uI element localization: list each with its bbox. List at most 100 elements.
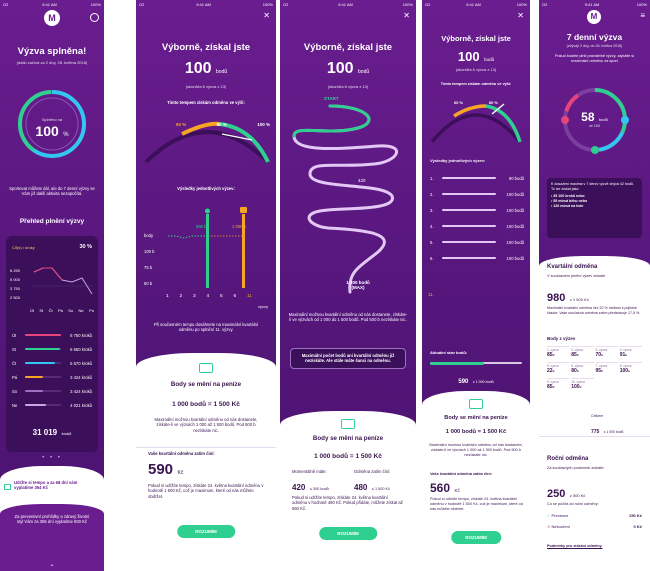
wallet-icon: [4, 484, 11, 490]
understand-button[interactable]: ROZUMÍM: [451, 531, 501, 544]
yearly-subtitle: Za současných podmínek získáte:: [547, 466, 605, 470]
challenge-cell-label: 5. výzva: [547, 364, 559, 368]
challenge-cell-unit: b: [552, 369, 555, 373]
challenge-cell[interactable]: 10. výzva 100b: [571, 378, 594, 390]
conditions-link[interactable]: Podmínky pro získání odměny.: [547, 544, 603, 548]
challenge-cell[interactable]: 6. výzva 80b: [571, 362, 594, 374]
challenge-number: 5.: [430, 239, 434, 245]
daily-steps-row[interactable]: Čt 5 570 kroků: [12, 356, 92, 370]
challenge-cell-label: 3. výzva: [595, 348, 608, 352]
challenge-cell[interactable]: 2. výzva 85b: [571, 346, 594, 358]
steps-value: 4 021 kroků: [70, 402, 92, 408]
points-ring: [561, 88, 629, 154]
close-icon[interactable]: ✕: [517, 11, 524, 20]
challenge-cell-unit: b: [576, 369, 579, 373]
card-title: Body se mění na peníze: [312, 435, 384, 442]
conversion-note: Maximální možnou kvartální odměnu od nás…: [154, 417, 258, 433]
result-bar-track: [442, 225, 496, 227]
understand-button[interactable]: ROZUMÍM: [319, 527, 377, 540]
day-label: Čt: [12, 360, 17, 366]
x-tick-label: 11: [247, 294, 252, 299]
daily-steps-row[interactable]: Út 6 750 kroků: [12, 328, 92, 342]
challenge-cell[interactable]: 4. výzva 91b: [619, 346, 642, 358]
result-bar-track: [442, 193, 496, 195]
daily-steps-row[interactable]: Ne 4 021 kroků: [12, 398, 92, 412]
day-label: So: [68, 308, 74, 313]
steps-bar-fill: [25, 390, 44, 392]
steps-bar-track: [25, 348, 61, 350]
day-label: Út: [30, 308, 34, 313]
challenge-result-row[interactable]: 2. 100 bodů: [430, 186, 524, 202]
yearly-question: Co se počítá do roční odměny:: [547, 502, 599, 506]
daily-steps-row[interactable]: Pá 3 424 kroků: [12, 370, 92, 384]
daily-steps-row[interactable]: So 3 424 kroků: [12, 384, 92, 398]
gauge-label: 60 %: [454, 100, 464, 105]
challenge-grid: 1. výzva 85b 2. výzva 85b 3. výzva 70b 4. výzv…: [547, 346, 642, 390]
challenge-cell-points: 70: [595, 352, 602, 358]
challenge-progress: (skončila 6 výzva z 13): [455, 67, 497, 72]
current-points-label: Momentálně máte:: [292, 469, 327, 474]
challenge-cell[interactable]: 5. výzva 22b: [547, 362, 570, 374]
card-title: Body se mění na peníze: [444, 415, 508, 421]
challenge-result-row[interactable]: 1. 90 bodů: [430, 170, 524, 186]
challenge-results-list: 1. 90 bodů 2. 100 bodů 3. 100 bodů 4. 100 bodů 5…: [430, 170, 524, 266]
understand-button[interactable]: ROZUMÍM: [177, 525, 235, 538]
gear-icon[interactable]: [90, 13, 99, 22]
challenge-result-row[interactable]: 5. 100 bodů: [430, 234, 524, 250]
challenge-points: 100 bodů: [506, 207, 524, 213]
challenge-cell-value: 85b: [547, 384, 569, 390]
y-tick-label: 50 b: [144, 281, 153, 286]
x-tick-label: 1: [166, 294, 169, 299]
challenge-points: 100 bodů: [506, 191, 524, 197]
time-label: 9:41 AM: [584, 1, 600, 7]
gauge-label: 60 %: [176, 122, 187, 127]
page-subtitle: (další začíná za 2 dny, 28. května 2018): [16, 60, 88, 65]
challenge-cell[interactable]: 8. výzva 100b: [619, 362, 642, 374]
challenge-cell-label: 8. výzva: [619, 364, 632, 368]
chart-y-labels: body 100 b 75 b 50 b: [144, 228, 154, 292]
points-money-card: Body se mění na peníze 1 000 bodů = 1 50…: [136, 353, 276, 571]
day-label: Ne: [12, 402, 18, 408]
close-icon[interactable]: ✕: [403, 11, 410, 20]
chart-percent: 30 %: [79, 244, 92, 250]
status-bar: O2 9:41 AM 100%: [422, 0, 530, 8]
conversion-equals: =: [349, 453, 354, 460]
menu-icon[interactable]: ≡: [640, 11, 645, 20]
sum-value: 775: [591, 429, 600, 435]
page-dots[interactable]: • • •: [42, 455, 62, 461]
results-label: Výsledky jednotlivých výzev:: [430, 158, 486, 163]
challenge-result-row[interactable]: 3. 100 bodů: [430, 202, 524, 218]
sum-unit: z 1 000 bodů: [603, 430, 624, 434]
prevention-value: 250 Kč: [629, 513, 642, 518]
steps-value: 5 570 kroků: [70, 360, 92, 366]
challenge-cell[interactable]: 1. výzva 85b: [547, 346, 570, 358]
reward-value: 560: [430, 481, 451, 495]
challenge-points: 100 bodů: [506, 255, 524, 261]
page-subtitle: (zbývají 2 dny, do 26. května 2018): [566, 44, 623, 48]
challenge-result-row[interactable]: 4. 100 bodů: [430, 218, 524, 234]
close-icon[interactable]: ✕: [263, 11, 270, 20]
points-path: [292, 104, 399, 294]
points-money-card: Body se mění na peníze 1 000 bodů = 1 50…: [280, 411, 416, 571]
reward-value: 590: [148, 461, 174, 478]
daily-steps-row[interactable]: St 6 550 kroků: [12, 342, 92, 356]
daily-steps-list: Út 6 750 kroků St 6 550 kroků Čt 5 570 kroků P…: [12, 328, 92, 412]
challenge-cell[interactable]: 9. výzva 85b: [547, 378, 570, 390]
challenge-cell-unit: b: [601, 353, 603, 357]
check-icon: ✓: [547, 513, 552, 518]
yearly-value: 250: [547, 488, 566, 500]
steps-bar-fill: [25, 334, 61, 336]
challenge-result-row[interactable]: 6. 100 bodů: [430, 250, 524, 266]
challenge-cell-points: 85: [547, 352, 553, 358]
challenge-cell-label: 10. výzva: [571, 380, 585, 384]
challenge-cell-label: 1. výzva: [547, 348, 559, 352]
yearly-title: Roční odměna: [547, 456, 589, 462]
status-unit: z 1 000 bodů: [472, 380, 494, 384]
chevron-down-icon[interactable]: ⌄: [49, 562, 55, 568]
quarterly-title: Kvartální odměna: [547, 264, 598, 270]
chart-legend: Cíl(s) • kroky: [12, 244, 35, 250]
status-bar: O2 9:41 AM 100%: [280, 0, 416, 8]
challenge-cell[interactable]: 3. výzva 70b: [595, 346, 618, 358]
challenge-cell[interactable]: 7. výzva 95b: [595, 362, 618, 374]
challenge-cell-value: 70b: [596, 352, 618, 358]
